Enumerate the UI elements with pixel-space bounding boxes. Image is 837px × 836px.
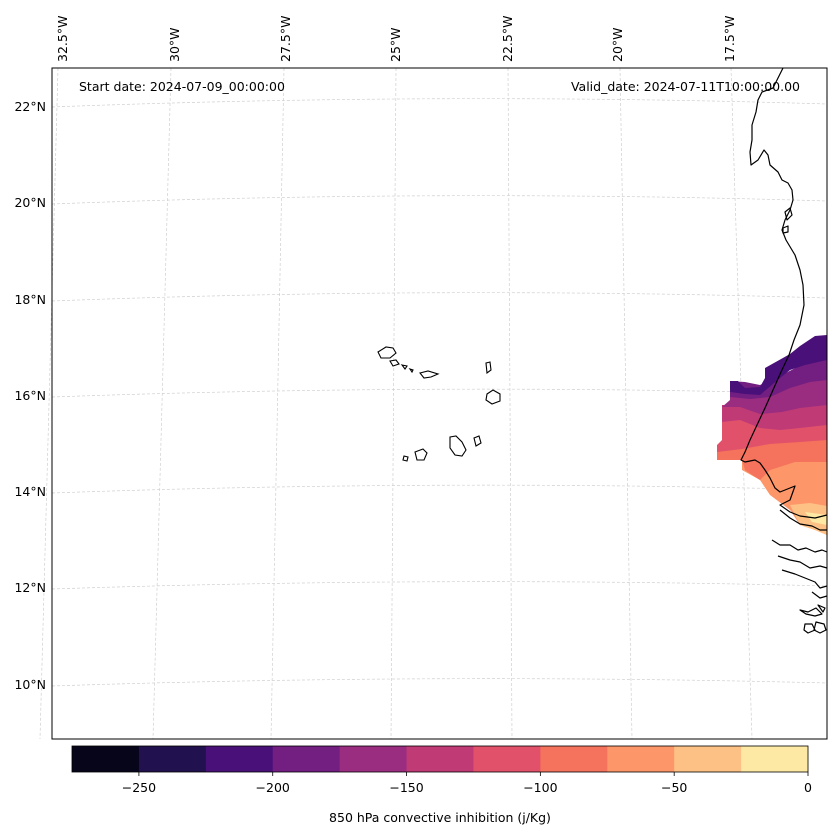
lon-label: 27.5°W — [278, 16, 293, 62]
gridlines — [39, 67, 828, 740]
colorbar-swatch — [473, 746, 541, 772]
colorbar-label: 850 hPa convective inhibition (j/Kg) — [329, 810, 551, 825]
lon-label: 25°W — [388, 27, 403, 62]
lat-label: 18°N — [14, 292, 46, 307]
colorbar-tick-label: −200 — [256, 780, 290, 795]
colorbar-swatch — [607, 746, 675, 772]
valid-date-label: Valid_date: 2024-07-11T10:00:00.00 — [571, 79, 800, 94]
colorbar-swatch — [674, 746, 742, 772]
lat-label: 22°N — [14, 99, 46, 114]
colorbar-frame — [71, 745, 809, 773]
map-panel: Start date: 2024-07-09_00:00:00 Valid_da… — [39, 67, 828, 740]
lat-labels: 22°N 20°N 18°N 16°N 14°N 12°N 10°N — [14, 99, 46, 692]
colorbar-tick-label: −250 — [122, 780, 156, 795]
colorbar-swatch — [138, 746, 207, 772]
colorbar-tick-label: 0 — [804, 780, 812, 795]
lon-label: 32.5°W — [55, 16, 70, 62]
colorbar-swatches — [72, 746, 809, 772]
colorbar-tick-label: −50 — [661, 780, 687, 795]
lat-label: 20°N — [14, 195, 46, 210]
start-date-label: Start date: 2024-07-09_00:00:00 — [79, 79, 285, 94]
lat-label: 16°N — [14, 388, 46, 403]
colorbar-swatch — [72, 746, 140, 772]
colorbar-swatch — [406, 746, 474, 772]
colorbar-swatch — [272, 746, 341, 772]
coastline — [740, 67, 828, 634]
colorbar-tick-label: −100 — [523, 780, 557, 795]
colorbar: −250 −200 −150 −100 −50 0 850 hPa convective … — [71, 745, 812, 825]
lat-label: 12°N — [14, 580, 46, 595]
colorbar-swatch — [205, 746, 274, 772]
colorbar-swatch — [741, 746, 809, 772]
colorbar-tick-label: −150 — [389, 780, 423, 795]
colorbar-swatch — [540, 746, 608, 772]
lon-labels: 32.5°W 30°W 27.5°W 25°W 22.5°W 20°W 17.5… — [55, 16, 737, 62]
lat-label: 10°N — [14, 677, 46, 692]
lat-label: 14°N — [14, 484, 46, 499]
lon-label: 17.5°W — [722, 16, 737, 62]
lon-label: 30°W — [167, 27, 182, 62]
colorbar-swatch — [339, 746, 408, 772]
lon-label: 20°W — [610, 27, 625, 62]
map-frame — [51, 67, 828, 740]
lon-label: 22.5°W — [500, 16, 515, 62]
colorbar-ticks: −250 −200 −150 −100 −50 0 — [122, 772, 812, 795]
cape-verde-islands — [377, 346, 501, 462]
